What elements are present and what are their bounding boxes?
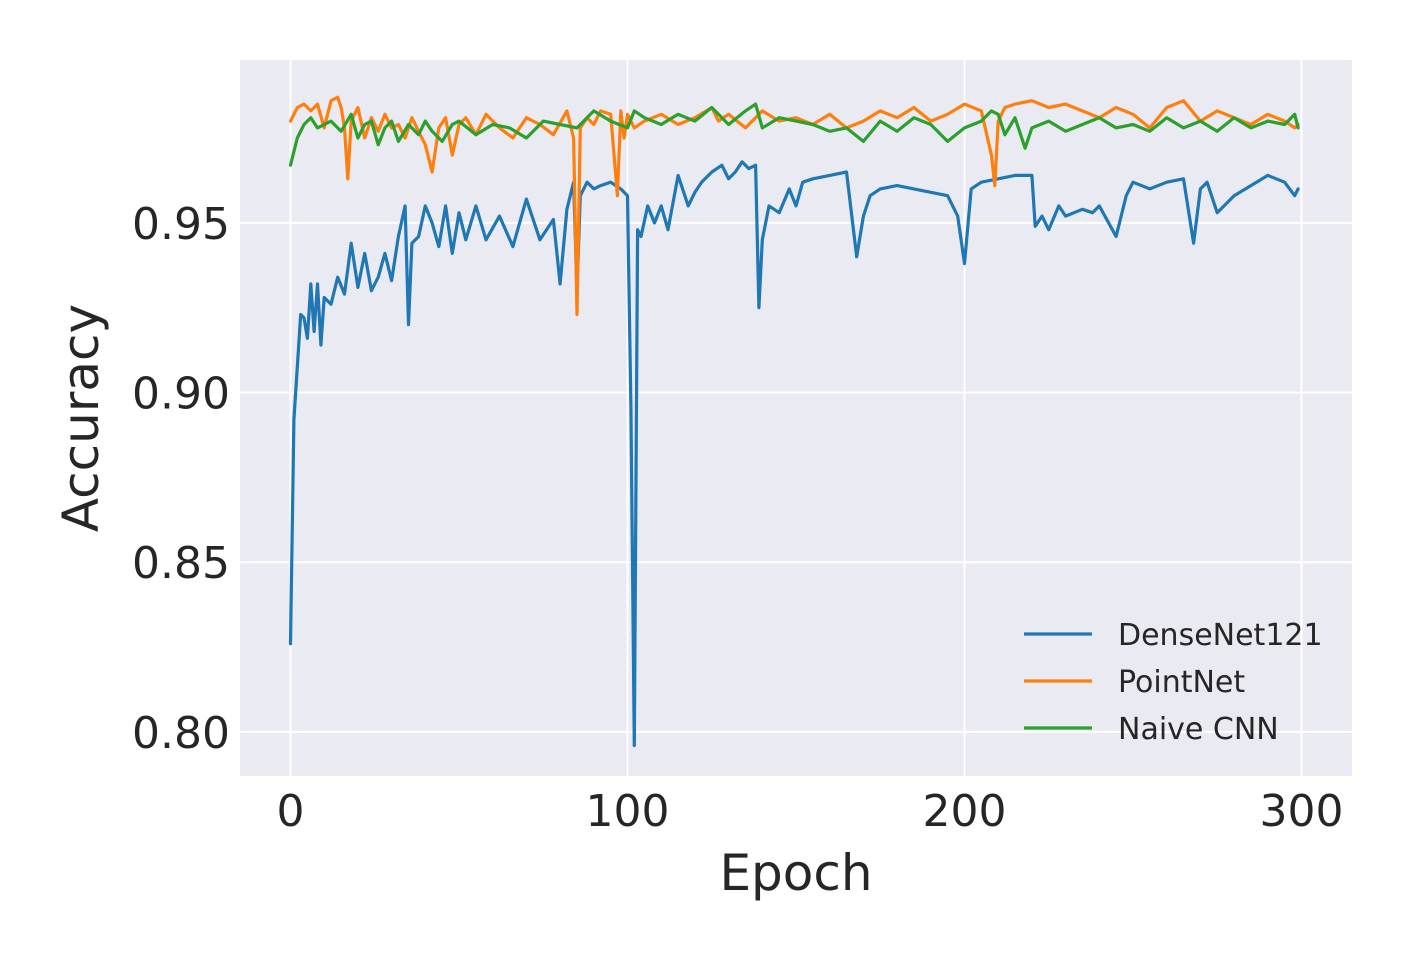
series-lines xyxy=(288,95,1300,748)
x-axis-title: Epoch xyxy=(719,844,872,902)
y-tick-label: 0.90 xyxy=(132,369,230,420)
y-tick-labels: 0.80 0.85 0.90 0.95 xyxy=(132,199,230,759)
series-line-densenet121 xyxy=(288,160,1300,748)
x-tick-label: 100 xyxy=(586,786,670,837)
x-tick-label: 300 xyxy=(1259,786,1343,837)
plot-background xyxy=(240,60,1352,776)
x-tick-label: 200 xyxy=(922,786,1006,837)
x-tick-label: 0 xyxy=(277,786,305,837)
y-tick-label: 0.80 xyxy=(132,708,230,759)
legend-label-naive-cnn: Naive CNN xyxy=(1118,712,1279,747)
legend-label-pointnet: PointNet xyxy=(1118,665,1245,700)
legend: DenseNet121 PointNet Naive CNN xyxy=(1024,618,1323,747)
legend-label-densenet121: DenseNet121 xyxy=(1118,618,1323,653)
y-axis-title: Accuracy xyxy=(52,304,110,532)
grid xyxy=(240,60,1352,776)
y-tick-label: 0.95 xyxy=(132,199,230,250)
series-line-naive-cnn xyxy=(288,102,1300,167)
y-tick-label: 0.85 xyxy=(132,538,230,589)
x-tick-labels: 0 100 200 300 xyxy=(277,786,1344,837)
